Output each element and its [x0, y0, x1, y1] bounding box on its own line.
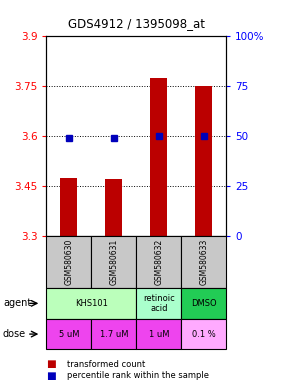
- Text: ■: ■: [46, 359, 56, 369]
- Text: dose: dose: [3, 329, 26, 339]
- Bar: [60, 178, 77, 236]
- Text: 5 uM: 5 uM: [59, 329, 79, 339]
- Text: ■: ■: [46, 371, 56, 381]
- Text: GDS4912 / 1395098_at: GDS4912 / 1395098_at: [68, 17, 205, 30]
- Text: KHS101: KHS101: [75, 299, 108, 308]
- Text: 1.7 uM: 1.7 uM: [99, 329, 128, 339]
- Text: 1 uM: 1 uM: [148, 329, 169, 339]
- Text: DMSO: DMSO: [191, 299, 217, 308]
- Bar: [195, 86, 212, 236]
- Text: percentile rank within the sample: percentile rank within the sample: [67, 371, 209, 380]
- Text: retinoic
acid: retinoic acid: [143, 294, 175, 313]
- Bar: [105, 179, 122, 236]
- Bar: [150, 78, 167, 236]
- Text: GSM580631: GSM580631: [109, 239, 118, 285]
- Text: 0.1 %: 0.1 %: [192, 329, 215, 339]
- Text: GSM580633: GSM580633: [199, 239, 208, 285]
- Text: GSM580630: GSM580630: [64, 239, 73, 285]
- Text: agent: agent: [3, 298, 31, 308]
- Text: transformed count: transformed count: [67, 359, 145, 369]
- Text: GSM580632: GSM580632: [154, 239, 163, 285]
